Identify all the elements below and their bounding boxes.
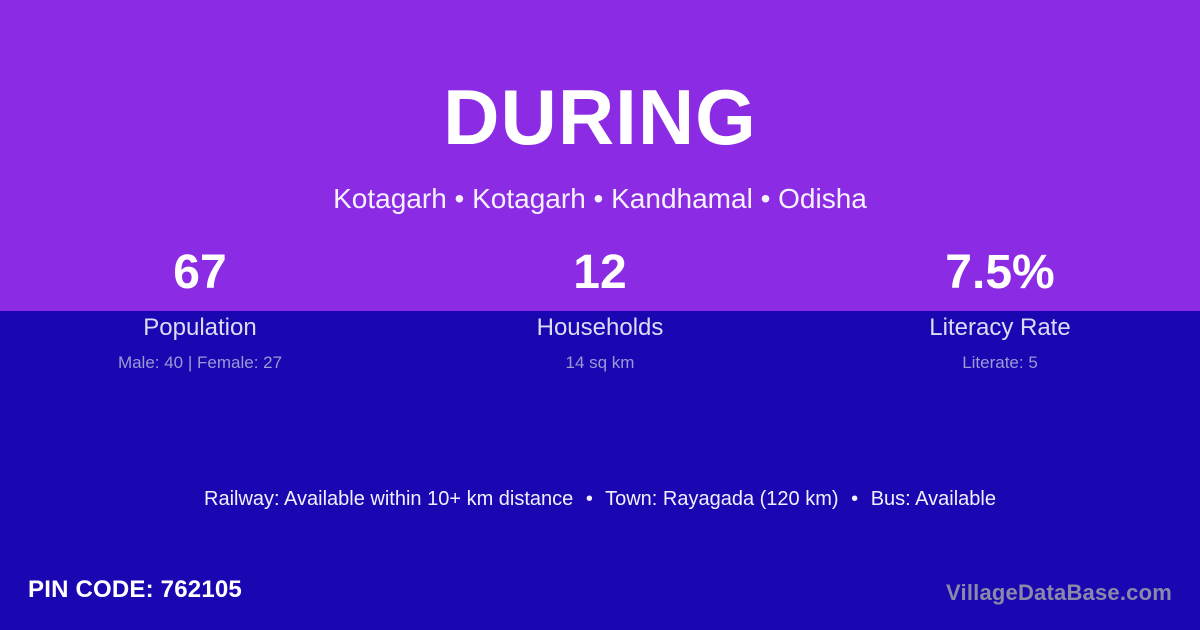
- railway-info: Railway: Available within 10+ km distanc…: [204, 488, 574, 510]
- village-title: DURING: [443, 73, 757, 161]
- stat-value: 12: [573, 246, 627, 299]
- stat-value: 67: [173, 246, 227, 299]
- town-info: Town: Rayagada (120 km): [605, 488, 839, 510]
- stat-population: 67 Population Male: 40 | Female: 27: [0, 245, 400, 374]
- stat-value: 7.5%: [945, 246, 1055, 299]
- stat-literacy-rate: 7.5% Literacy Rate Literate: 5: [800, 245, 1200, 374]
- stat-sublabel: Male: 40 | Female: 27: [117, 353, 283, 372]
- stat-sublabel: Literate: 5: [962, 353, 1038, 372]
- pin-code: PIN CODE: 762105: [28, 576, 242, 603]
- stat-households: 12 Households 14 sq km: [400, 245, 800, 374]
- bottom-color-band: [0, 311, 1200, 630]
- location-breadcrumb: Kotagarh • Kotagarh • Kandhamal • Odisha: [333, 183, 867, 214]
- bullet-separator-icon: •: [585, 488, 593, 510]
- bullet-separator-icon: •: [851, 488, 859, 510]
- top-color-band: [0, 0, 1200, 311]
- stat-label: Population: [143, 314, 257, 341]
- bus-info: Bus: Available: [870, 488, 996, 510]
- infrastructure-line: Railway: Available within 10+ km distanc…: [0, 485, 1200, 513]
- stat-label: Households: [536, 314, 664, 341]
- site-brand: VillageDataBase.com: [946, 580, 1172, 605]
- stat-sublabel: 14 sq km: [565, 353, 635, 372]
- stat-label: Literacy Rate: [929, 314, 1071, 341]
- stats-row: 67 Population Male: 40 | Female: 27 12 H…: [0, 245, 1200, 374]
